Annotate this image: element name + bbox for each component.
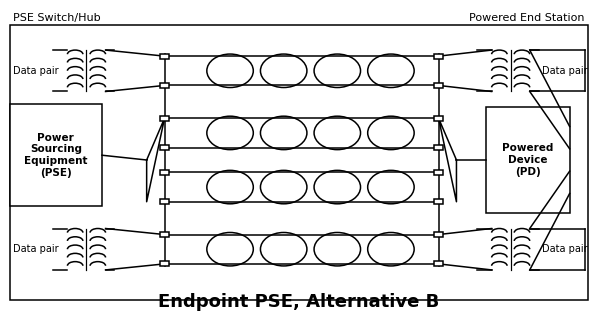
Polygon shape	[434, 199, 443, 204]
FancyBboxPatch shape	[486, 108, 569, 212]
Polygon shape	[434, 54, 443, 59]
Text: Endpoint PSE, Alternative B: Endpoint PSE, Alternative B	[158, 293, 439, 311]
Polygon shape	[160, 170, 169, 175]
Text: Powered
Device
(PD): Powered Device (PD)	[502, 143, 554, 177]
Polygon shape	[434, 116, 443, 121]
Text: Data pair: Data pair	[13, 244, 58, 254]
Polygon shape	[434, 232, 443, 237]
FancyBboxPatch shape	[10, 104, 102, 206]
Polygon shape	[434, 83, 443, 88]
Polygon shape	[434, 170, 443, 175]
Text: Data pair: Data pair	[13, 66, 58, 76]
Polygon shape	[160, 54, 169, 59]
Polygon shape	[434, 261, 443, 266]
Polygon shape	[160, 232, 169, 237]
Text: Data pair: Data pair	[542, 244, 587, 254]
Polygon shape	[434, 145, 443, 150]
Text: PSE Switch/Hub: PSE Switch/Hub	[13, 13, 100, 23]
Polygon shape	[160, 261, 169, 266]
FancyBboxPatch shape	[10, 25, 587, 300]
Polygon shape	[160, 145, 169, 150]
Text: Powered End Station: Powered End Station	[469, 13, 584, 23]
Polygon shape	[160, 83, 169, 88]
Polygon shape	[160, 116, 169, 121]
Polygon shape	[160, 199, 169, 204]
Text: Data pair: Data pair	[542, 66, 587, 76]
Text: Power
Sourcing
Equipment
(PSE): Power Sourcing Equipment (PSE)	[24, 133, 88, 178]
